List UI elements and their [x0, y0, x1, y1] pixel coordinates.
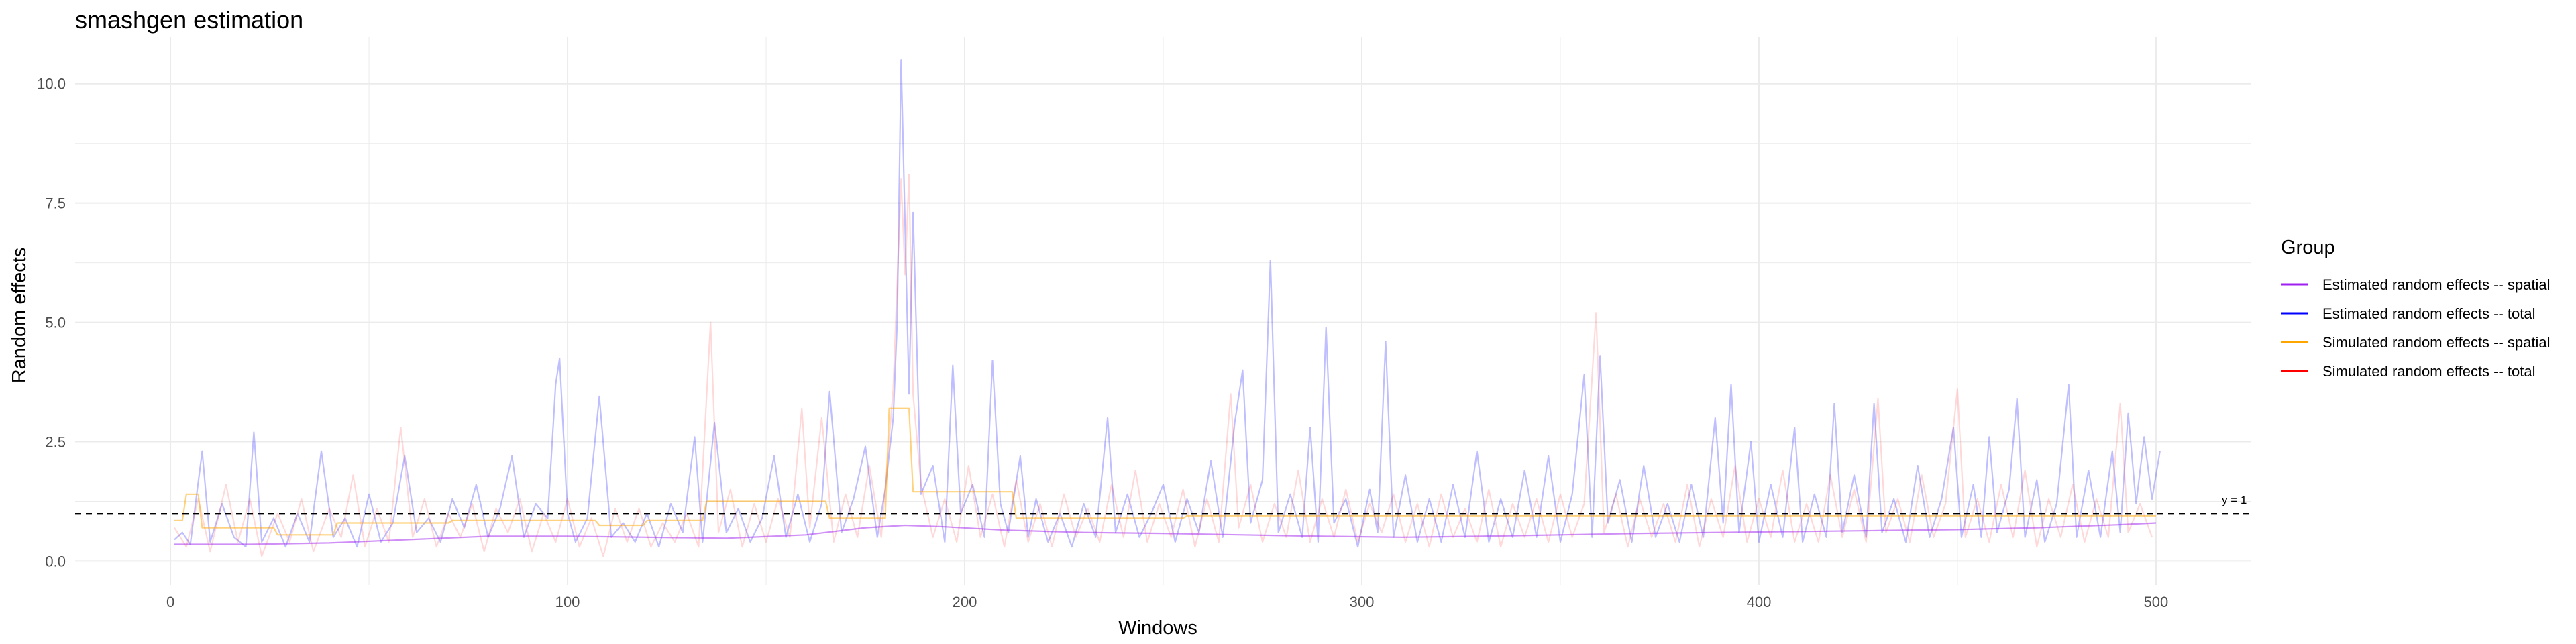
grid: [75, 37, 2251, 585]
reference-line-layer: y = 1: [75, 494, 2251, 515]
y-tick-label: 2.5: [45, 433, 66, 450]
legend: Group Estimated random effects -- spatia…: [2281, 237, 2551, 380]
y-tick-label: 10.0: [37, 76, 66, 93]
series-line: [174, 173, 2153, 557]
x-tick-label: 100: [555, 594, 580, 610]
legend-label: Simulated random effects -- spatial: [2322, 334, 2551, 351]
series-layer: [174, 59, 2161, 557]
x-tick-label: 400: [1747, 594, 1772, 610]
series-line: [174, 407, 2156, 536]
legend-label: Estimated random effects -- total: [2322, 305, 2536, 322]
x-tick-label: 500: [2144, 594, 2169, 610]
axis-ticks: 0 100 200 300 400 500 0.0 2.5 5.0 7.5 10.0: [37, 76, 2168, 610]
y-tick-label: 7.5: [45, 195, 66, 212]
legend-label: Estimated random effects -- spatial: [2322, 276, 2551, 293]
y-tick-label: 5.0: [45, 315, 66, 331]
chart-title: smashgen estimation: [75, 6, 303, 34]
x-axis-title: Windows: [1118, 617, 1197, 639]
y-tick-label: 0.0: [45, 553, 66, 570]
x-tick-label: 300: [1350, 594, 1375, 610]
x-tick-label: 200: [953, 594, 977, 610]
legend-title: Group: [2281, 237, 2335, 258]
reference-line-label: y = 1: [2222, 494, 2247, 506]
series-line: [174, 522, 2156, 545]
x-tick-label: 0: [166, 594, 174, 610]
y-axis-title: Random effects: [9, 248, 30, 384]
legend-label: Simulated random effects -- total: [2322, 363, 2536, 380]
